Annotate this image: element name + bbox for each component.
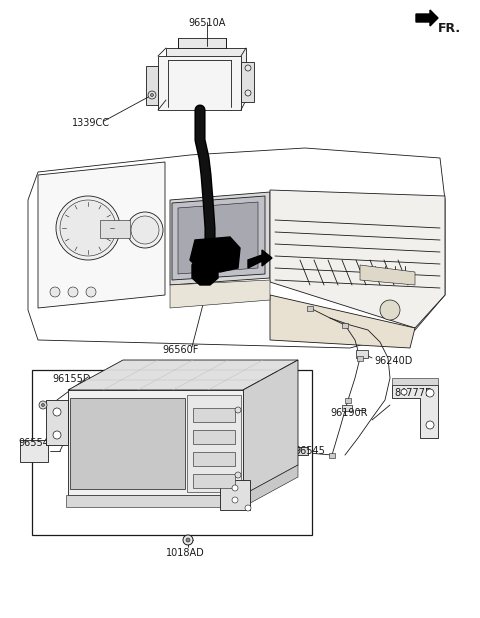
Bar: [342, 323, 348, 328]
Text: 96554A: 96554A: [18, 438, 56, 448]
Polygon shape: [243, 465, 298, 507]
Circle shape: [245, 505, 251, 511]
Text: 1339CC: 1339CC: [72, 118, 110, 128]
Polygon shape: [38, 162, 165, 308]
Circle shape: [56, 196, 120, 260]
Bar: [32, 370, 312, 535]
Polygon shape: [68, 360, 298, 390]
Text: FR.: FR.: [438, 22, 461, 35]
Polygon shape: [392, 385, 438, 438]
Text: 1018AD: 1018AD: [166, 548, 204, 558]
Circle shape: [53, 431, 61, 439]
Text: 96545: 96545: [294, 446, 325, 456]
Polygon shape: [241, 62, 254, 102]
Polygon shape: [270, 295, 415, 348]
Polygon shape: [243, 360, 298, 495]
Text: 96190R: 96190R: [330, 408, 368, 418]
Text: 96510A: 96510A: [188, 18, 226, 28]
Bar: [345, 398, 351, 403]
Bar: [329, 453, 335, 458]
Polygon shape: [146, 66, 158, 105]
Circle shape: [245, 90, 251, 96]
Circle shape: [53, 408, 61, 416]
Circle shape: [232, 485, 238, 491]
Polygon shape: [178, 202, 258, 274]
Text: 96560F: 96560F: [162, 345, 198, 355]
Bar: [193, 474, 235, 488]
Polygon shape: [68, 390, 243, 495]
Circle shape: [186, 538, 190, 542]
Circle shape: [401, 389, 407, 395]
Circle shape: [380, 300, 400, 320]
Circle shape: [68, 287, 78, 297]
Bar: [193, 430, 235, 444]
Polygon shape: [20, 440, 48, 462]
Text: 84777D: 84777D: [394, 388, 432, 398]
Polygon shape: [416, 10, 438, 26]
Text: 96145C: 96145C: [218, 374, 255, 384]
Bar: [193, 408, 235, 422]
Circle shape: [183, 535, 193, 545]
Circle shape: [127, 212, 163, 248]
Bar: [356, 350, 368, 358]
Bar: [100, 220, 130, 238]
Polygon shape: [392, 378, 438, 385]
Polygon shape: [248, 250, 272, 268]
Polygon shape: [192, 256, 218, 285]
Polygon shape: [360, 265, 415, 285]
Polygon shape: [46, 400, 68, 445]
Polygon shape: [190, 237, 240, 272]
Polygon shape: [170, 192, 270, 285]
Polygon shape: [166, 48, 246, 100]
Circle shape: [131, 216, 159, 244]
Circle shape: [86, 287, 96, 297]
Polygon shape: [270, 190, 445, 328]
Circle shape: [426, 421, 434, 429]
Bar: [70, 398, 185, 489]
Circle shape: [41, 404, 45, 407]
Circle shape: [60, 200, 116, 256]
Polygon shape: [172, 196, 265, 280]
Bar: [296, 447, 308, 455]
Circle shape: [39, 401, 47, 409]
Circle shape: [426, 389, 434, 397]
Polygon shape: [66, 495, 245, 507]
Polygon shape: [220, 480, 250, 510]
Bar: [342, 405, 352, 411]
Circle shape: [245, 65, 251, 71]
Circle shape: [235, 407, 241, 413]
Circle shape: [232, 497, 238, 503]
Polygon shape: [158, 56, 241, 110]
Text: 96155D: 96155D: [52, 374, 91, 384]
Polygon shape: [178, 38, 226, 48]
Text: 96240D: 96240D: [374, 356, 412, 366]
Circle shape: [50, 287, 60, 297]
Polygon shape: [28, 148, 445, 348]
Circle shape: [151, 93, 154, 96]
Bar: [193, 452, 235, 466]
Bar: [187, 395, 241, 492]
Bar: [357, 356, 363, 361]
Polygon shape: [170, 280, 270, 308]
Circle shape: [235, 472, 241, 478]
Bar: [307, 306, 313, 311]
Text: 96155E: 96155E: [248, 468, 285, 478]
Circle shape: [148, 91, 156, 99]
